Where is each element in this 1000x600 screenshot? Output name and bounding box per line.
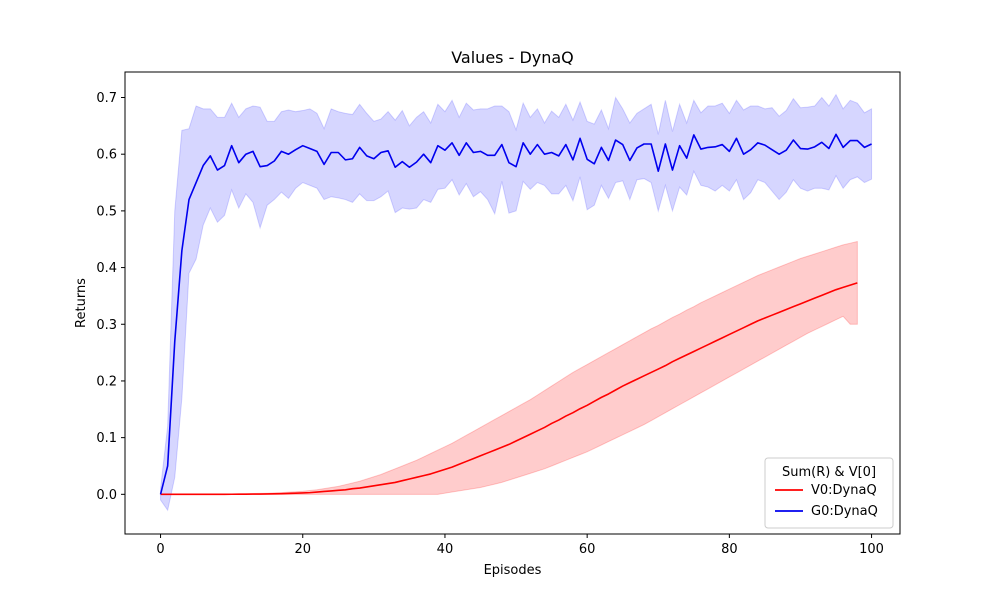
x-tick-label: 100 <box>859 542 884 557</box>
x-axis-title: Episodes <box>484 563 542 578</box>
legend: Sum(R) & V[0] V0:DynaQ G0:DynaQ <box>764 457 894 529</box>
y-axis-title: Returns <box>74 278 89 328</box>
chart-title: Values - DynaQ <box>451 48 574 67</box>
line-series-0 <box>160 282 858 496</box>
series-lines <box>159 133 872 496</box>
y-tick-label: 0.6 <box>96 148 117 163</box>
line-series-1 <box>159 133 872 495</box>
x-axis-ticks: 0 20 40 60 80 100 <box>156 534 884 557</box>
y-tick-label: 0.4 <box>96 261 117 276</box>
x-tick-label: 80 <box>721 542 738 557</box>
y-tick-label: 0.7 <box>96 91 117 106</box>
legend-label: G0:DynaQ <box>811 504 878 519</box>
legend-items: V0:DynaQ G0:DynaQ <box>775 483 878 519</box>
legend-label: V0:DynaQ <box>811 483 877 498</box>
x-tick-label: 40 <box>437 542 454 557</box>
x-tick-label: 0 <box>156 542 164 557</box>
y-tick-label: 0.5 <box>96 204 117 219</box>
legend-title: Sum(R) & V[0] <box>782 465 876 480</box>
x-tick-label: 20 <box>294 542 311 557</box>
y-tick-label: 0.3 <box>96 318 117 333</box>
x-tick-label: 60 <box>579 542 596 557</box>
y-axis-ticks: 0.0 0.1 0.2 0.3 0.4 0.5 0.6 0.7 <box>96 91 125 503</box>
plot-area-frame <box>124 71 901 535</box>
y-tick-label: 0.0 <box>96 488 117 503</box>
y-tick-label: 0.1 <box>96 431 117 446</box>
y-tick-label: 0.2 <box>96 374 117 389</box>
band-series-1 <box>160 93 873 512</box>
